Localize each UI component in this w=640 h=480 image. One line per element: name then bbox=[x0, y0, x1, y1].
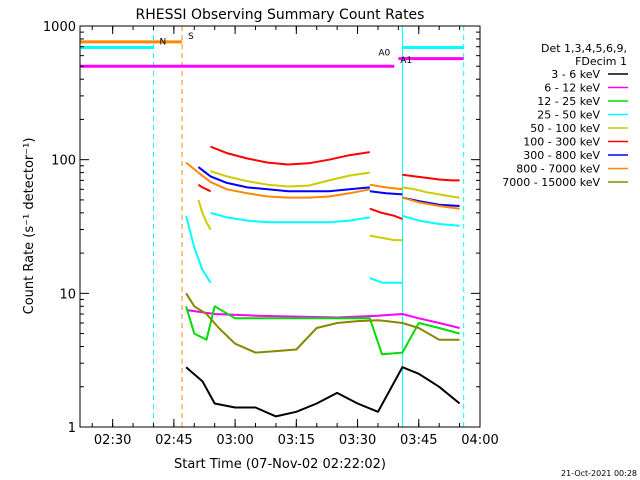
series-line-4-seg-2 bbox=[369, 277, 403, 284]
x-tick-label-1: 02:45 bbox=[155, 433, 192, 448]
series-line-0-seg-1 bbox=[210, 145, 370, 166]
series-line-2-seg-1 bbox=[369, 190, 403, 196]
chart-marks: S N A0 A1 bbox=[79, 26, 465, 427]
chart-title: RHESSI Observing Summary Count Rates bbox=[136, 7, 425, 23]
state-bar-label-n: N bbox=[159, 38, 166, 48]
x-tick-label-0: 02:30 bbox=[94, 433, 131, 448]
legend-entry-label-1: 6 - 12 keV bbox=[544, 82, 600, 95]
x-tick-label-3: 03:15 bbox=[278, 433, 315, 448]
series-line-2-seg-0 bbox=[197, 166, 370, 193]
series-line-8-seg-0 bbox=[185, 366, 461, 418]
x-tick-label-2: 03:00 bbox=[216, 433, 253, 448]
y-tick-label-1: 10 bbox=[59, 287, 76, 302]
state-bar-label-a0: A0 bbox=[378, 49, 390, 59]
axis-ticks: 02:30 02:45 03:00 03:15 03:30 03:45 04:00 1 10 10… bbox=[43, 20, 499, 448]
series-line-3-seg-1 bbox=[369, 183, 403, 191]
legend-entry-label-0: 3 - 6 keV bbox=[551, 68, 600, 81]
legend-entry-label-6: 300 - 800 keV bbox=[523, 149, 600, 162]
y-axis-label: Count Rate (s⁻¹ detector⁻¹) bbox=[22, 138, 37, 315]
y-tick-label-3: 1000 bbox=[43, 20, 76, 35]
y-tick-label-2: 100 bbox=[51, 154, 76, 169]
series-line-4-seg-3 bbox=[402, 214, 460, 227]
legend-entry-label-4: 50 - 100 keV bbox=[530, 122, 600, 135]
x-axis-label: Start Time (07-Nov-02 02:22:02) bbox=[174, 457, 386, 472]
series-line-0-seg-0 bbox=[197, 183, 212, 193]
legend-entry-label-8: 7000 - 15000 keV bbox=[502, 176, 600, 189]
state-bar-label-s: S bbox=[188, 32, 194, 42]
series-line-4-seg-0 bbox=[185, 215, 212, 284]
series-line-6-seg-0 bbox=[185, 305, 460, 356]
series-line-4-seg-1 bbox=[210, 211, 370, 224]
legend-entry-label-7: 800 - 7000 keV bbox=[516, 163, 600, 176]
x-tick-label-5: 03:45 bbox=[400, 433, 437, 448]
y-tick-label-0: 1 bbox=[68, 421, 76, 436]
legend-entry-label-2: 12 - 25 keV bbox=[537, 95, 600, 108]
x-tick-label-6: 04:00 bbox=[461, 433, 498, 448]
series-line-0-seg-2 bbox=[369, 207, 403, 220]
series-line-1-seg-1 bbox=[210, 170, 370, 188]
x-tick-label-4: 03:30 bbox=[339, 433, 376, 448]
plot-frame bbox=[79, 25, 481, 428]
legend-entry-label-3: 25 - 50 keV bbox=[537, 109, 600, 122]
series-line-3-seg-2 bbox=[402, 196, 460, 210]
footer-timestamp: 21-Oct-2021 00:28 bbox=[561, 469, 637, 478]
series-line-3-seg-0 bbox=[185, 161, 370, 199]
state-bar-label-a1: A1 bbox=[400, 56, 412, 66]
series-line-5-seg-0 bbox=[185, 309, 460, 329]
legend-header-0: Det 1,3,4,5,6,9, bbox=[541, 42, 627, 55]
legend-header-1: FDecim 1 bbox=[575, 55, 627, 68]
legend-entry-label-5: 100 - 300 keV bbox=[523, 136, 600, 149]
series-line-1-seg-3 bbox=[402, 186, 460, 199]
series-line-1-seg-2 bbox=[369, 234, 403, 242]
series-line-7-seg-0 bbox=[185, 292, 460, 354]
series-line-0-seg-3 bbox=[402, 173, 460, 182]
series-line-1-seg-0 bbox=[197, 199, 212, 231]
